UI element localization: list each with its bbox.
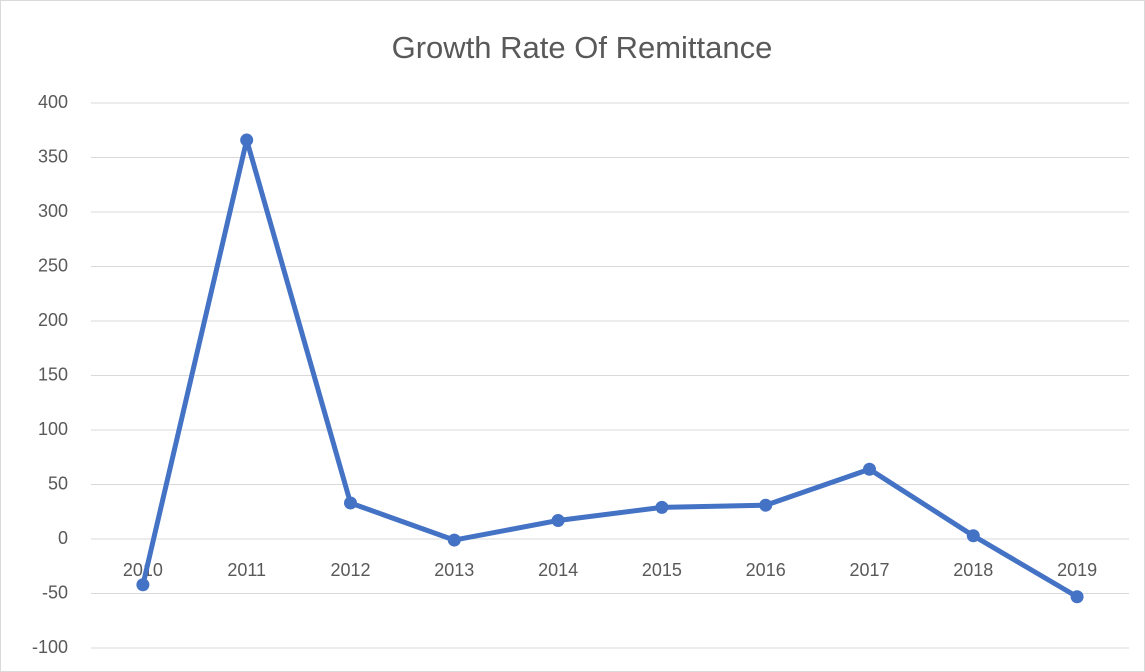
x-tick-label: 2017 (849, 560, 889, 580)
y-tick-label: 50 (48, 473, 68, 493)
x-tick-label: 2014 (538, 560, 578, 580)
y-tick-label: -100 (32, 637, 68, 657)
y-tick-label: 350 (38, 146, 68, 166)
y-tick-label: 200 (38, 310, 68, 330)
x-tick-label: 2012 (330, 560, 370, 580)
data-point (344, 496, 357, 510)
data-point (240, 133, 254, 147)
x-tick-label: 2018 (953, 560, 993, 580)
x-tick-label: 2015 (642, 560, 682, 580)
x-tick-label: 2010 (123, 560, 163, 580)
y-tick-label: -50 (42, 582, 68, 602)
data-point (966, 529, 980, 543)
y-tick-label: 0 (58, 528, 68, 548)
data-point (136, 578, 150, 592)
x-tick-label: 2019 (1057, 560, 1097, 580)
x-tick-label: 2011 (227, 560, 266, 580)
y-tick-label: 100 (38, 419, 68, 439)
data-line (140, 137, 1079, 599)
chart-title: Growth Rate Of Remittance (392, 30, 773, 65)
data-point (447, 533, 461, 547)
y-tick-label: 250 (38, 255, 68, 275)
data-point (863, 462, 876, 476)
data-point (759, 498, 773, 512)
x-tick-label: 2013 (434, 560, 474, 580)
y-tick-label: 400 (38, 92, 68, 112)
y-tick-label: 300 (38, 201, 68, 221)
x-tick-label: 2016 (746, 560, 786, 580)
data-point (551, 513, 565, 527)
y-tick-label: 150 (38, 364, 68, 384)
data-point (1070, 590, 1084, 604)
data-point (655, 500, 669, 514)
